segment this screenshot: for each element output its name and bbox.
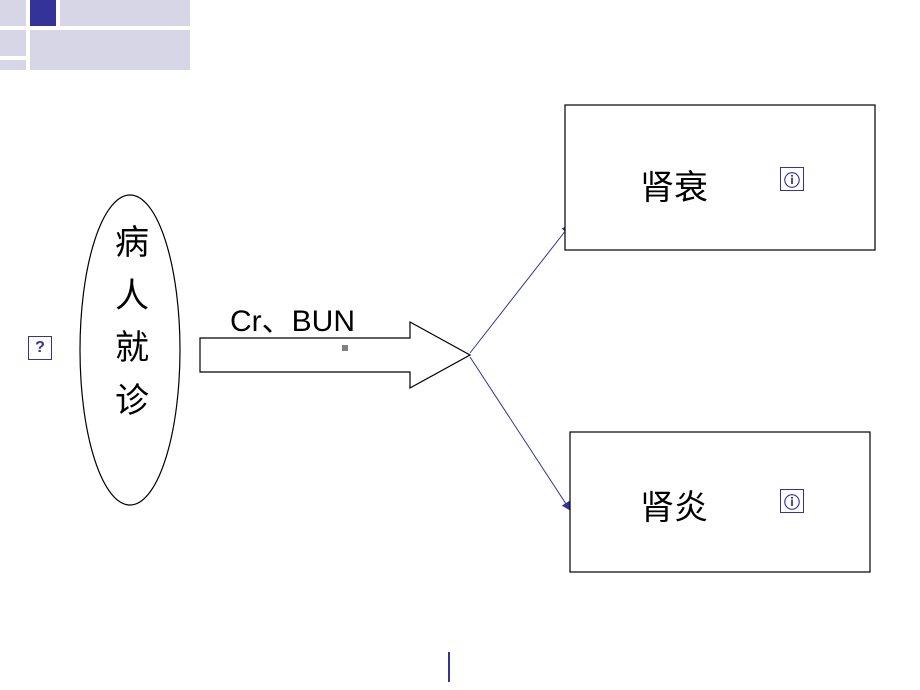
question-icon: ? — [28, 336, 52, 360]
info-icon: ⓘ — [780, 489, 804, 513]
template-center-dot — [342, 345, 348, 351]
nephritis-label: 肾炎 — [640, 480, 708, 529]
nephritis-box — [0, 0, 920, 690]
page-caret — [448, 652, 450, 682]
